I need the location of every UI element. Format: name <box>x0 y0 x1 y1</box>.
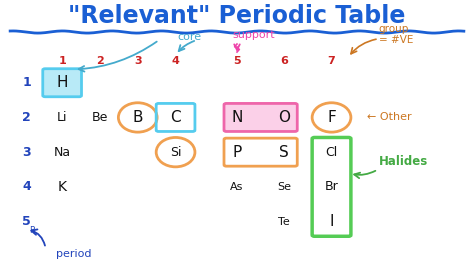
Text: Be: Be <box>92 111 108 124</box>
Text: Te: Te <box>278 217 290 226</box>
Text: period: period <box>56 249 91 259</box>
Text: 3: 3 <box>22 146 31 159</box>
Text: 1: 1 <box>58 56 66 66</box>
Text: B: B <box>133 110 143 125</box>
Text: 5: 5 <box>233 56 241 66</box>
Text: core: core <box>178 32 202 42</box>
Text: As: As <box>230 182 244 192</box>
Text: P: P <box>232 145 242 160</box>
Text: 2: 2 <box>96 56 104 66</box>
Text: R: R <box>29 226 35 235</box>
Text: 7: 7 <box>328 56 336 66</box>
Text: C: C <box>170 110 181 125</box>
Text: Se: Se <box>277 182 291 192</box>
Text: 1: 1 <box>22 76 31 89</box>
Text: 2: 2 <box>22 111 31 124</box>
Text: "Relevant" Periodic Table: "Relevant" Periodic Table <box>68 4 406 28</box>
Text: 6: 6 <box>280 56 288 66</box>
Text: F: F <box>327 110 336 125</box>
Text: H: H <box>56 75 68 90</box>
Text: Halides: Halides <box>379 155 428 168</box>
Text: Li: Li <box>57 111 67 124</box>
Text: Si: Si <box>170 146 182 159</box>
Text: support: support <box>232 30 275 40</box>
Text: K: K <box>58 180 67 194</box>
Text: S: S <box>279 145 289 160</box>
Text: O: O <box>278 110 290 125</box>
Text: I: I <box>329 214 334 229</box>
Text: 5: 5 <box>22 215 31 228</box>
FancyBboxPatch shape <box>43 69 82 97</box>
Text: ← Other: ← Other <box>367 112 411 122</box>
Text: 4: 4 <box>22 180 31 193</box>
Text: group
= #VE: group = #VE <box>379 24 413 45</box>
Text: Br: Br <box>325 180 338 193</box>
Text: Cl: Cl <box>325 146 337 159</box>
Text: Na: Na <box>54 146 71 159</box>
FancyBboxPatch shape <box>224 104 297 132</box>
Text: 3: 3 <box>134 56 142 66</box>
Text: 4: 4 <box>172 56 180 66</box>
Text: N: N <box>231 110 243 125</box>
